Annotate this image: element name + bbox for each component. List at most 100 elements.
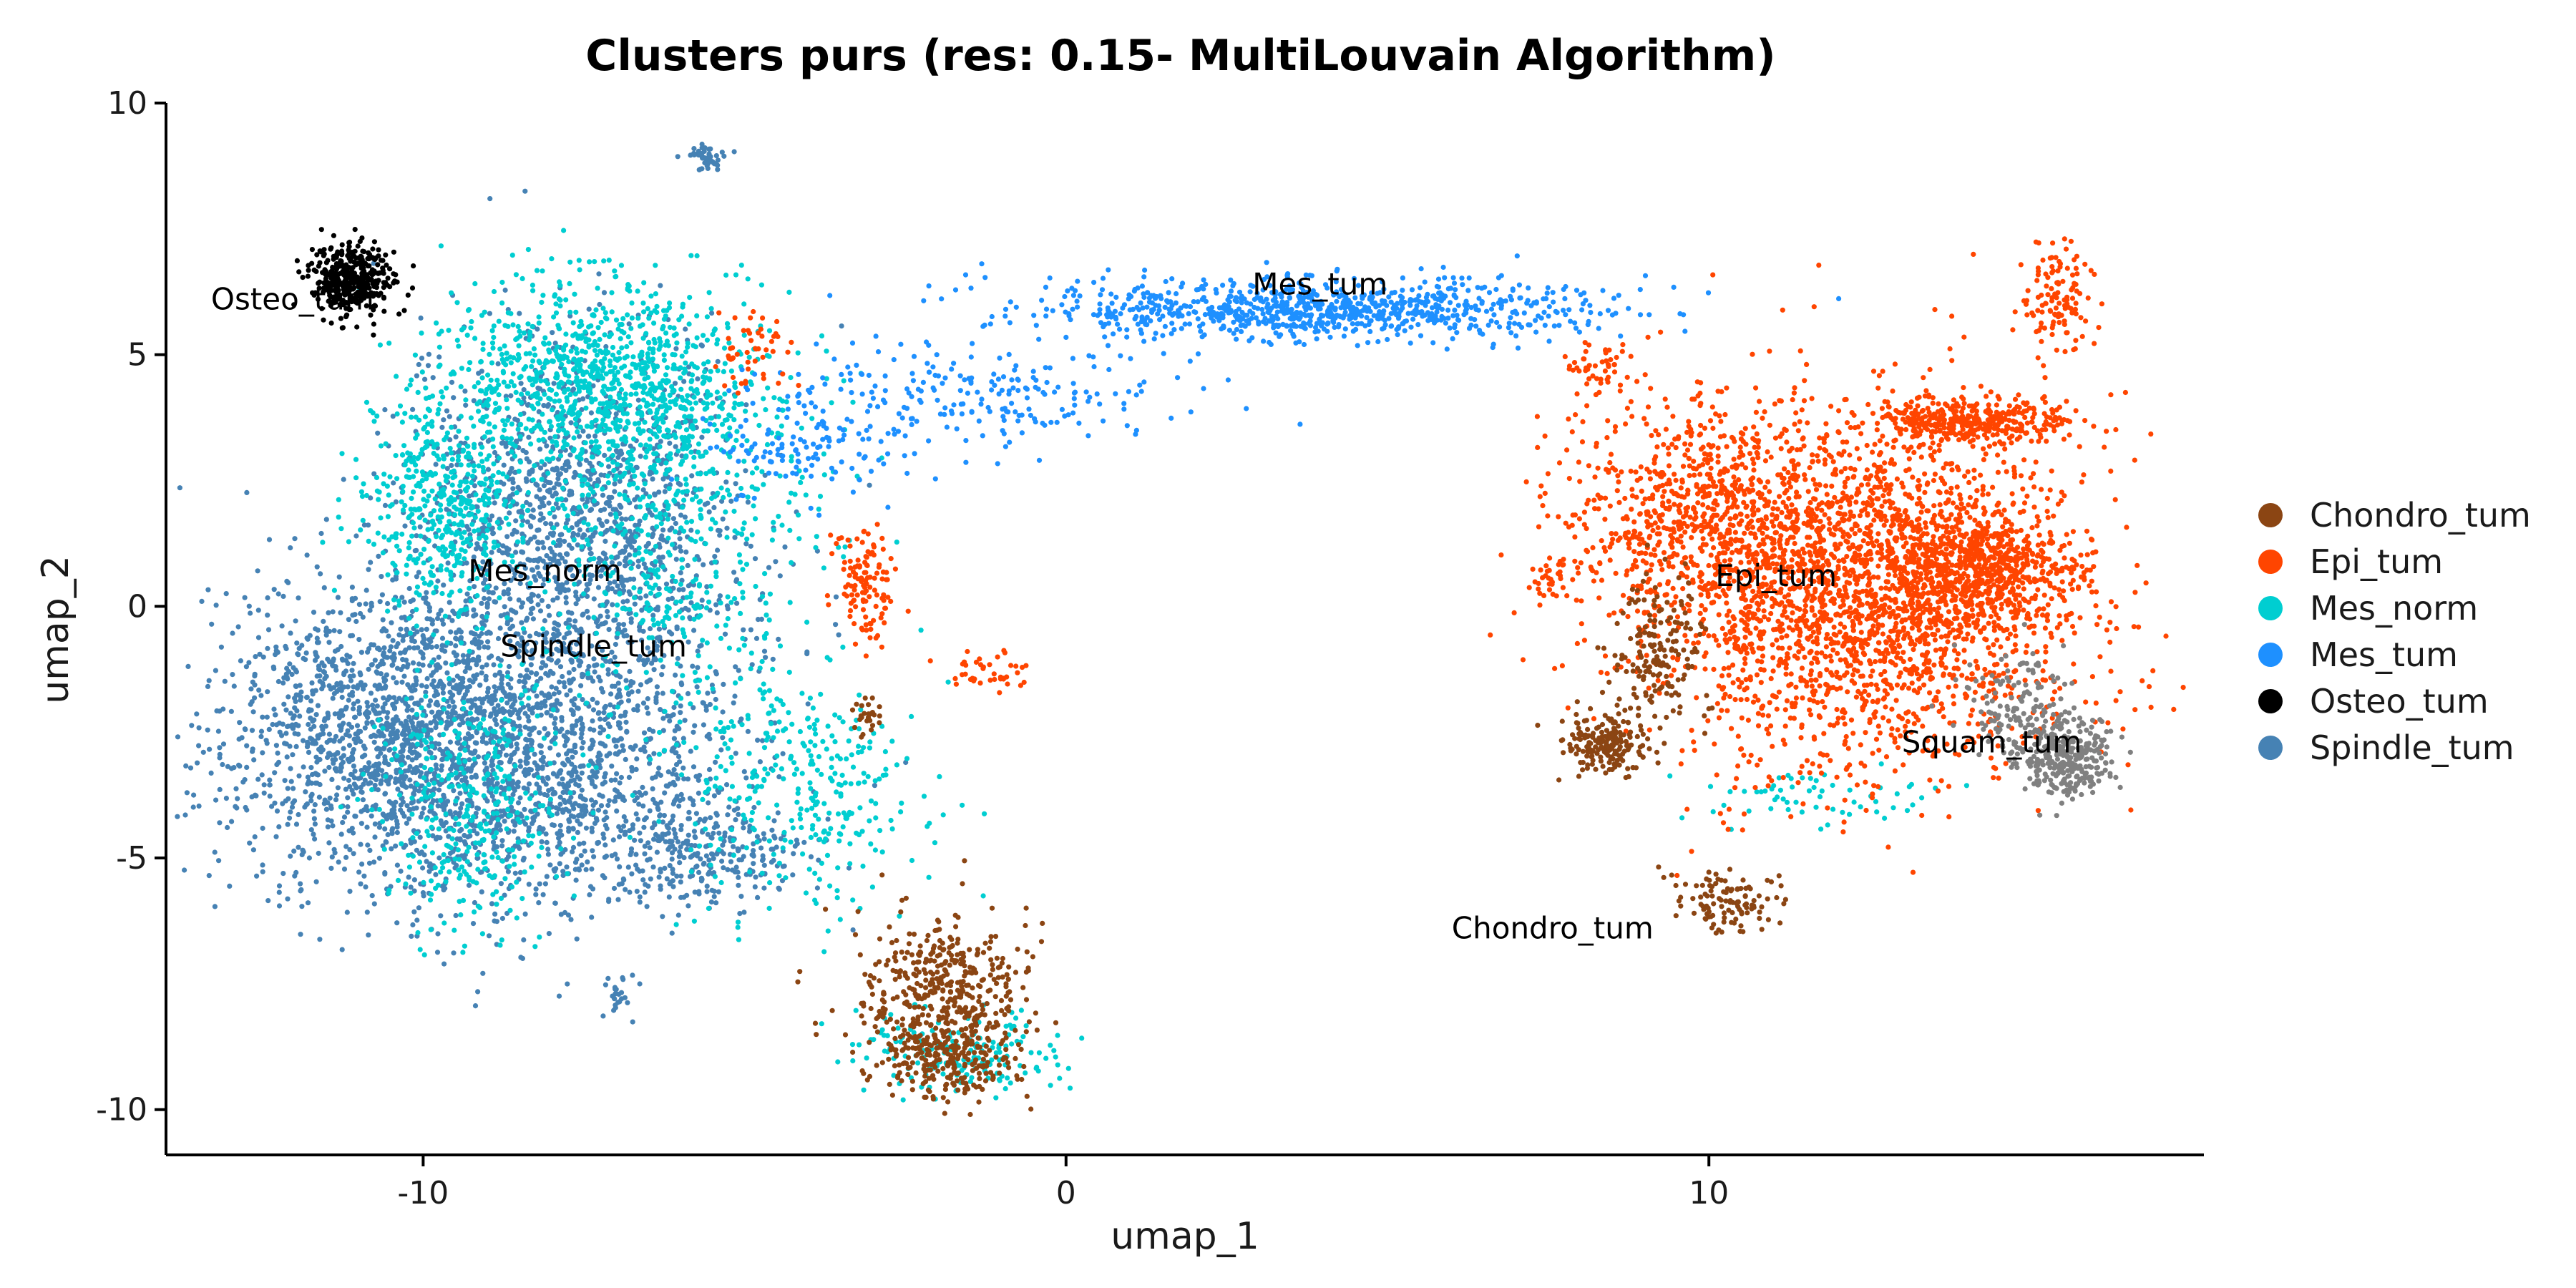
data-point <box>501 462 507 468</box>
data-point <box>399 782 405 788</box>
data-point <box>560 776 565 782</box>
data-point <box>833 622 839 628</box>
data-point <box>539 691 545 696</box>
data-point <box>717 593 723 599</box>
data-point <box>602 842 608 848</box>
data-point <box>421 805 426 811</box>
data-point <box>467 678 473 683</box>
data-point <box>530 705 536 711</box>
data-point <box>212 849 218 855</box>
data-point <box>434 644 440 650</box>
data-point <box>509 253 515 258</box>
data-point <box>711 830 716 836</box>
data-point <box>566 670 572 675</box>
data-point <box>340 819 346 826</box>
data-point <box>414 751 421 757</box>
data-point <box>485 439 491 444</box>
data-point <box>597 792 602 798</box>
data-point <box>313 754 319 760</box>
data-point <box>495 703 501 708</box>
data-point <box>620 794 626 800</box>
data-point <box>650 864 656 870</box>
data-point <box>369 893 375 899</box>
data-point <box>492 424 498 430</box>
data-point <box>347 673 353 680</box>
data-point <box>665 713 670 719</box>
data-point <box>610 602 615 608</box>
data-point <box>536 320 542 326</box>
data-point <box>423 689 429 696</box>
data-point <box>559 726 565 732</box>
data-point <box>266 537 273 542</box>
data-point <box>524 743 530 749</box>
data-point <box>574 857 580 862</box>
data-point <box>675 448 681 454</box>
data-point <box>637 868 643 874</box>
data-point <box>546 931 552 937</box>
data-point <box>720 735 726 741</box>
data-point <box>402 523 408 529</box>
data-point <box>474 662 479 668</box>
data-point <box>379 628 385 634</box>
data-point <box>738 263 744 268</box>
data-point <box>364 587 369 593</box>
data-point <box>311 741 317 746</box>
data-point <box>721 345 728 351</box>
data-point <box>595 753 601 760</box>
data-point <box>364 712 369 718</box>
data-point <box>413 682 419 688</box>
data-point <box>382 754 388 760</box>
data-point <box>214 708 220 714</box>
data-point <box>306 721 311 728</box>
data-point <box>680 765 686 771</box>
data-point <box>369 600 374 606</box>
data-point <box>311 816 317 821</box>
data-point <box>613 1005 618 1010</box>
data-point <box>479 889 484 894</box>
data-point <box>560 789 566 795</box>
data-point <box>394 767 399 774</box>
data-point <box>653 263 658 268</box>
data-point <box>469 766 474 771</box>
data-point <box>441 792 447 798</box>
data-point <box>547 745 553 751</box>
data-point <box>379 574 384 580</box>
data-point <box>565 729 570 735</box>
data-point <box>382 407 388 413</box>
data-point <box>609 309 615 315</box>
data-point <box>492 708 498 714</box>
data-point <box>541 545 547 551</box>
data-point <box>721 369 727 375</box>
data-point <box>547 531 554 537</box>
data-point <box>580 763 586 769</box>
data-point <box>538 750 544 756</box>
data-point <box>592 669 597 675</box>
data-point <box>706 800 711 806</box>
data-point <box>579 770 585 776</box>
data-point <box>652 800 658 806</box>
data-point <box>448 695 454 701</box>
data-point <box>633 811 639 817</box>
data-point <box>243 804 248 811</box>
data-point <box>330 663 336 669</box>
data-point <box>371 642 377 648</box>
data-point <box>514 741 519 747</box>
data-point <box>566 783 572 789</box>
data-point <box>502 287 508 293</box>
data-point <box>588 797 595 803</box>
data-point <box>589 829 595 834</box>
data-point <box>430 375 436 381</box>
data-point <box>398 721 404 726</box>
data-point <box>426 869 432 874</box>
data-point <box>627 889 633 895</box>
data-point <box>410 406 416 412</box>
data-point <box>625 1000 630 1005</box>
data-point <box>741 301 747 307</box>
data-point <box>494 721 499 728</box>
data-point <box>597 336 602 342</box>
data-point <box>516 509 522 514</box>
data-point <box>311 809 317 814</box>
data-point <box>701 562 706 567</box>
data-point <box>722 830 728 836</box>
data-point <box>490 444 496 449</box>
